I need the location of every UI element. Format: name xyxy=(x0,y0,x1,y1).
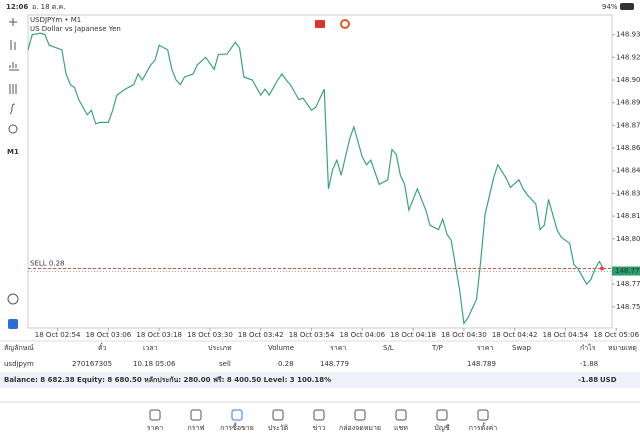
table-cell: -1.88 xyxy=(580,360,598,368)
nav-label[interactable]: การซื้อขาย xyxy=(220,421,254,432)
table-header: หมายเหตุ xyxy=(608,344,637,352)
table-header: กำไร xyxy=(580,343,596,352)
y-tick-label: 148.890 xyxy=(616,99,640,107)
status-date: อ. 18 ต.ค. xyxy=(32,3,65,11)
x-tick-label: 18 Oct 02:54 xyxy=(35,331,81,339)
candles-icon xyxy=(10,40,16,50)
flag-icon xyxy=(340,19,350,29)
battery-icon xyxy=(620,3,634,10)
nav-label[interactable]: บัญชี xyxy=(434,424,449,432)
nav-label[interactable]: ข่าว xyxy=(313,424,326,432)
table-header: T/P xyxy=(431,344,443,352)
y-tick-label: 148.905 xyxy=(616,76,640,84)
table-header: S/L xyxy=(383,344,394,352)
y-tick-label: 148.935 xyxy=(616,31,640,39)
indicators-icon xyxy=(9,84,17,94)
y-tick-label: 148.860 xyxy=(616,144,640,152)
table-cell: 270167305 xyxy=(72,360,112,368)
zoom-icon xyxy=(7,293,19,305)
nav-icon[interactable] xyxy=(190,409,202,421)
table-header: เวลา xyxy=(143,344,158,352)
x-tick-label: 18 Oct 04:06 xyxy=(339,331,385,339)
price-line xyxy=(27,32,605,326)
timeframe: M1 xyxy=(7,148,19,156)
crosshair-icon xyxy=(9,18,17,26)
plot-frame xyxy=(27,14,613,329)
nav-icon[interactable] xyxy=(477,409,489,421)
y-tick-label: 148.920 xyxy=(616,53,640,61)
trade-icon[interactable] xyxy=(8,319,18,329)
table-header: ประเภท xyxy=(208,344,232,352)
x-tick-label: 18 Oct 04:18 xyxy=(390,331,436,339)
x-tick-label: 18 Oct 03:42 xyxy=(238,331,284,339)
x-tick-label: 18 Oct 03:54 xyxy=(289,331,335,339)
nav-label[interactable]: แชท xyxy=(394,424,408,432)
nav-label[interactable]: กราฟ xyxy=(188,424,205,432)
nav-icon[interactable] xyxy=(313,409,325,421)
x-tick-label: 18 Oct 05:06 xyxy=(593,331,639,339)
table-header: Volume xyxy=(268,344,294,352)
chart-description: US Dollar vs Japanese Yen xyxy=(30,25,121,33)
price-box-label: 148.779 xyxy=(615,267,640,275)
nav-label[interactable]: กล่องจดหมาย xyxy=(339,424,381,432)
table-header: ตั๋ว xyxy=(98,343,107,352)
nav-icon[interactable] xyxy=(272,409,284,421)
y-tick-label: 148.755 xyxy=(616,303,640,311)
nav-icon[interactable] xyxy=(395,409,407,421)
x-tick-label: 18 Oct 03:06 xyxy=(86,331,132,339)
x-tick-label: 18 Oct 03:18 xyxy=(136,331,182,339)
nav-icon[interactable] xyxy=(354,409,366,421)
toolbar-icons xyxy=(7,18,19,305)
y-tick-label: 148.770 xyxy=(616,280,640,288)
nav-label[interactable]: ประวัติ xyxy=(268,424,289,432)
table-cell: 10.18 05:06 xyxy=(133,360,176,368)
nav-icon[interactable] xyxy=(436,409,448,421)
y-tick-label: 148.845 xyxy=(616,167,640,175)
table-cell: 0.28 xyxy=(278,360,294,368)
table-cell: 148.779 xyxy=(320,360,349,368)
table-cell: 148.789 xyxy=(467,360,496,368)
total-profit: -1.88 xyxy=(578,376,598,384)
x-tick-label: 18 Oct 04:30 xyxy=(441,331,487,339)
order-marker xyxy=(600,266,604,271)
account-summary: Balance: 8 682.38 Equity: 8 680.50 หลักป… xyxy=(4,376,331,384)
nav-icon[interactable] xyxy=(231,409,243,421)
nav-label[interactable]: ราคา xyxy=(147,424,163,432)
objects-icon xyxy=(8,124,18,134)
order-label: SELL 0.28 xyxy=(30,260,64,268)
bars-icon xyxy=(9,62,19,71)
table-header: ราคา xyxy=(330,344,346,352)
flag-icon xyxy=(315,20,325,28)
chart-symbol: USDJPYm • M1 xyxy=(30,16,81,24)
currency: USD xyxy=(600,376,617,384)
status-time: 12:06 xyxy=(6,3,28,11)
summary-bg xyxy=(0,372,640,388)
y-tick-label: 148.830 xyxy=(616,189,640,197)
table-header: ราคา xyxy=(477,344,493,352)
table-cell: usdjpym xyxy=(4,360,34,368)
y-tick-label: 148.815 xyxy=(616,212,640,220)
function-icon xyxy=(9,103,16,115)
status-battery: 94% xyxy=(602,3,618,11)
x-tick-label: 18 Oct 03:30 xyxy=(187,331,233,339)
table-header: Swap xyxy=(512,344,531,352)
table-header: สัญลักษณ์ xyxy=(4,344,34,352)
table-cell: sell xyxy=(219,360,231,368)
y-tick-label: 148.800 xyxy=(616,235,640,243)
nav-icon[interactable] xyxy=(149,409,161,421)
x-tick-label: 18 Oct 04:54 xyxy=(543,331,589,339)
y-tick-label: 148.875 xyxy=(616,121,640,129)
price-box xyxy=(612,266,640,276)
nav-label[interactable]: การตั้งค่า xyxy=(469,421,498,432)
x-tick-label: 18 Oct 04:42 xyxy=(492,331,538,339)
